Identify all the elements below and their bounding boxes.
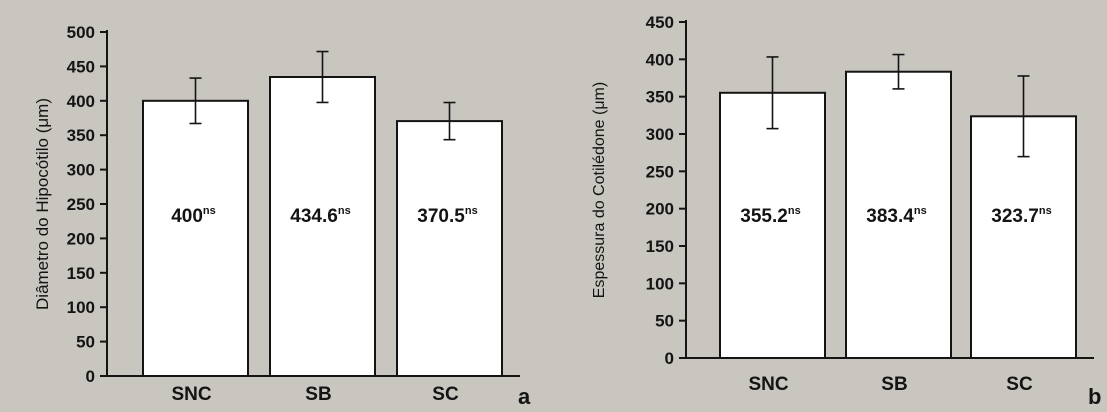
data-label-value: 355.2: [740, 206, 788, 227]
y-tick-label: 400: [67, 92, 95, 111]
data-label-value: 434.6: [290, 206, 338, 227]
y-tick-label: 350: [646, 88, 674, 107]
x-tick-label: SC: [1006, 374, 1033, 395]
y-tick-label: 450: [67, 57, 95, 76]
y-tick-label: 250: [67, 195, 95, 214]
y-tick-label: 250: [646, 162, 674, 181]
y-axis-title: Diâmetro do Hipocótilo (μm): [33, 98, 52, 310]
x-tick-label: SNC: [171, 384, 211, 405]
x-tick-label: SB: [305, 384, 331, 405]
significance-mark: ns: [1039, 205, 1052, 217]
data-label: 370.5ns: [417, 205, 477, 227]
y-axis-title: Espessura do Cotilédone (μm): [591, 82, 608, 298]
y-tick-label: 100: [646, 274, 674, 293]
y-tick-label: 300: [646, 125, 674, 144]
y-tick-label: 200: [646, 200, 674, 219]
y-tick-label: 200: [67, 229, 95, 248]
data-label-value: 323.7: [991, 206, 1039, 227]
bar: [719, 91, 826, 359]
data-label: 355.2ns: [740, 205, 800, 227]
x-tick-label: SC: [432, 384, 459, 405]
bar: [269, 75, 376, 377]
panel-label: b: [1088, 384, 1101, 409]
y-tick-label: 150: [646, 237, 674, 256]
data-label-value: 383.4: [866, 206, 914, 227]
significance-mark: ns: [465, 205, 478, 217]
significance-mark: ns: [914, 205, 927, 217]
y-tick-label: 0: [86, 367, 95, 386]
data-label: 323.7ns: [991, 205, 1051, 227]
panel-label: a: [518, 384, 531, 409]
chart-a: 0 50 100 150 200 250 300 350 400 450 500 Diâmetro d…: [33, 23, 531, 409]
bar: [396, 120, 503, 378]
data-label-value: 400: [171, 206, 203, 227]
y-tick-label: 100: [67, 298, 95, 317]
y-tick-label: 300: [67, 161, 95, 180]
y-tick-label: 0: [665, 349, 674, 368]
x-tick-label: SB: [881, 374, 907, 395]
significance-mark: ns: [203, 205, 216, 217]
data-label: 383.4ns: [866, 205, 926, 227]
data-label: 434.6ns: [290, 205, 350, 227]
bar: [142, 99, 249, 378]
x-tick-label: SNC: [748, 374, 788, 395]
y-tick-label: 150: [67, 264, 95, 283]
significance-mark: ns: [338, 205, 351, 217]
y-tick-label: 350: [67, 126, 95, 145]
y-tick-label: 450: [646, 13, 674, 32]
y-tick-label: 50: [655, 312, 674, 331]
chart-b: 0 50 100 150 200 250 300 350 400 450 Espessura do …: [591, 13, 1101, 409]
data-label-value: 370.5: [417, 206, 465, 227]
y-tick-label: 500: [67, 23, 95, 42]
bar: [845, 70, 952, 359]
y-tick-label: 400: [646, 50, 674, 69]
data-label: 400ns: [171, 205, 216, 227]
y-tick-label: 50: [76, 333, 95, 352]
significance-mark: ns: [788, 205, 801, 217]
